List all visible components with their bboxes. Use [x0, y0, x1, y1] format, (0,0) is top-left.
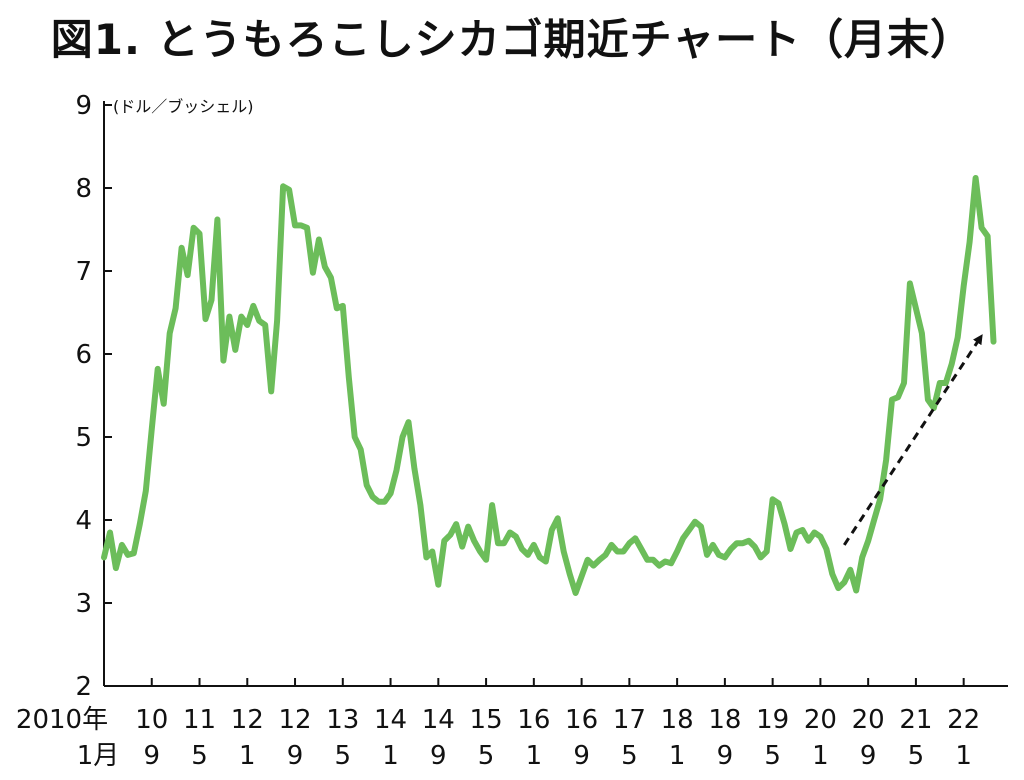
series-line	[101, 175, 997, 596]
series-layer	[101, 175, 997, 596]
x-tick-year-label: 15	[470, 705, 503, 735]
x-tick-month-label: 9	[430, 741, 447, 771]
y-tick-label: 3	[75, 589, 92, 619]
x-tick-year-label: 17	[613, 705, 646, 735]
x-axis-ticks: 2010年1月109115121129135141149155161169175…	[16, 678, 980, 771]
x-tick-year-label: 22	[947, 705, 980, 735]
x-tick-year-label: 21	[899, 705, 932, 735]
x-tick-month-label: 5	[908, 741, 925, 771]
y-tick-label: 4	[75, 506, 92, 536]
x-tick-month-label: 1	[955, 741, 972, 771]
x-tick-year-label: 12	[278, 705, 311, 735]
x-tick-year-label: 13	[326, 705, 359, 735]
x-tick-year-label: 14	[374, 705, 407, 735]
x-tick-year-label: 16	[517, 705, 550, 735]
x-tick-year-label: 10	[135, 705, 168, 735]
x-tick-month-label: 9	[717, 741, 734, 771]
x-tick-month-label: 5	[478, 741, 495, 771]
x-tick-month-label: 9	[143, 741, 160, 771]
x-tick-month-label: 5	[621, 741, 638, 771]
axes	[103, 101, 1008, 687]
y-axis-ticks: 2 3 4 5 6 7 8 9	[75, 91, 112, 702]
x-tick-year-label: 20	[852, 705, 885, 735]
x-tick-month-label: 1月	[77, 741, 120, 771]
x-tick-month-label: 1	[526, 741, 543, 771]
y-tick-label: 5	[75, 423, 92, 453]
x-tick-year-label: 2010年	[16, 705, 108, 735]
x-tick-year-label: 12	[231, 705, 264, 735]
y-tick-label: 9	[75, 91, 92, 121]
x-tick-month-label: 5	[191, 741, 208, 771]
x-tick-year-label: 16	[565, 705, 598, 735]
x-tick-month-label: 5	[335, 741, 352, 771]
x-tick-month-label: 9	[573, 741, 590, 771]
x-tick-month-label: 1	[669, 741, 686, 771]
x-tick-year-label: 20	[804, 705, 837, 735]
x-tick-year-label: 11	[183, 705, 216, 735]
x-tick-month-label: 5	[764, 741, 781, 771]
x-tick-month-label: 9	[287, 741, 304, 771]
annotation-layer	[843, 334, 983, 546]
x-tick-month-label: 1	[239, 741, 256, 771]
trend-arrow	[843, 334, 983, 546]
y-tick-label: 8	[75, 174, 92, 204]
y-axis-unit-label: (ドル／ブッシェル)	[113, 97, 254, 116]
x-tick-year-label: 18	[708, 705, 741, 735]
x-tick-year-label: 14	[422, 705, 455, 735]
y-tick-label: 7	[75, 257, 92, 287]
x-tick-year-label: 19	[756, 705, 789, 735]
x-tick-month-label: 9	[860, 741, 877, 771]
y-tick-label: 2	[75, 672, 92, 702]
x-tick-month-label: 1	[382, 741, 399, 771]
x-tick-month-label: 1	[812, 741, 829, 771]
chart-title: 図1. とうもろこしシカゴ期近チャート（月末）	[50, 15, 974, 64]
y-tick-label: 6	[75, 340, 92, 370]
x-tick-year-label: 18	[661, 705, 694, 735]
